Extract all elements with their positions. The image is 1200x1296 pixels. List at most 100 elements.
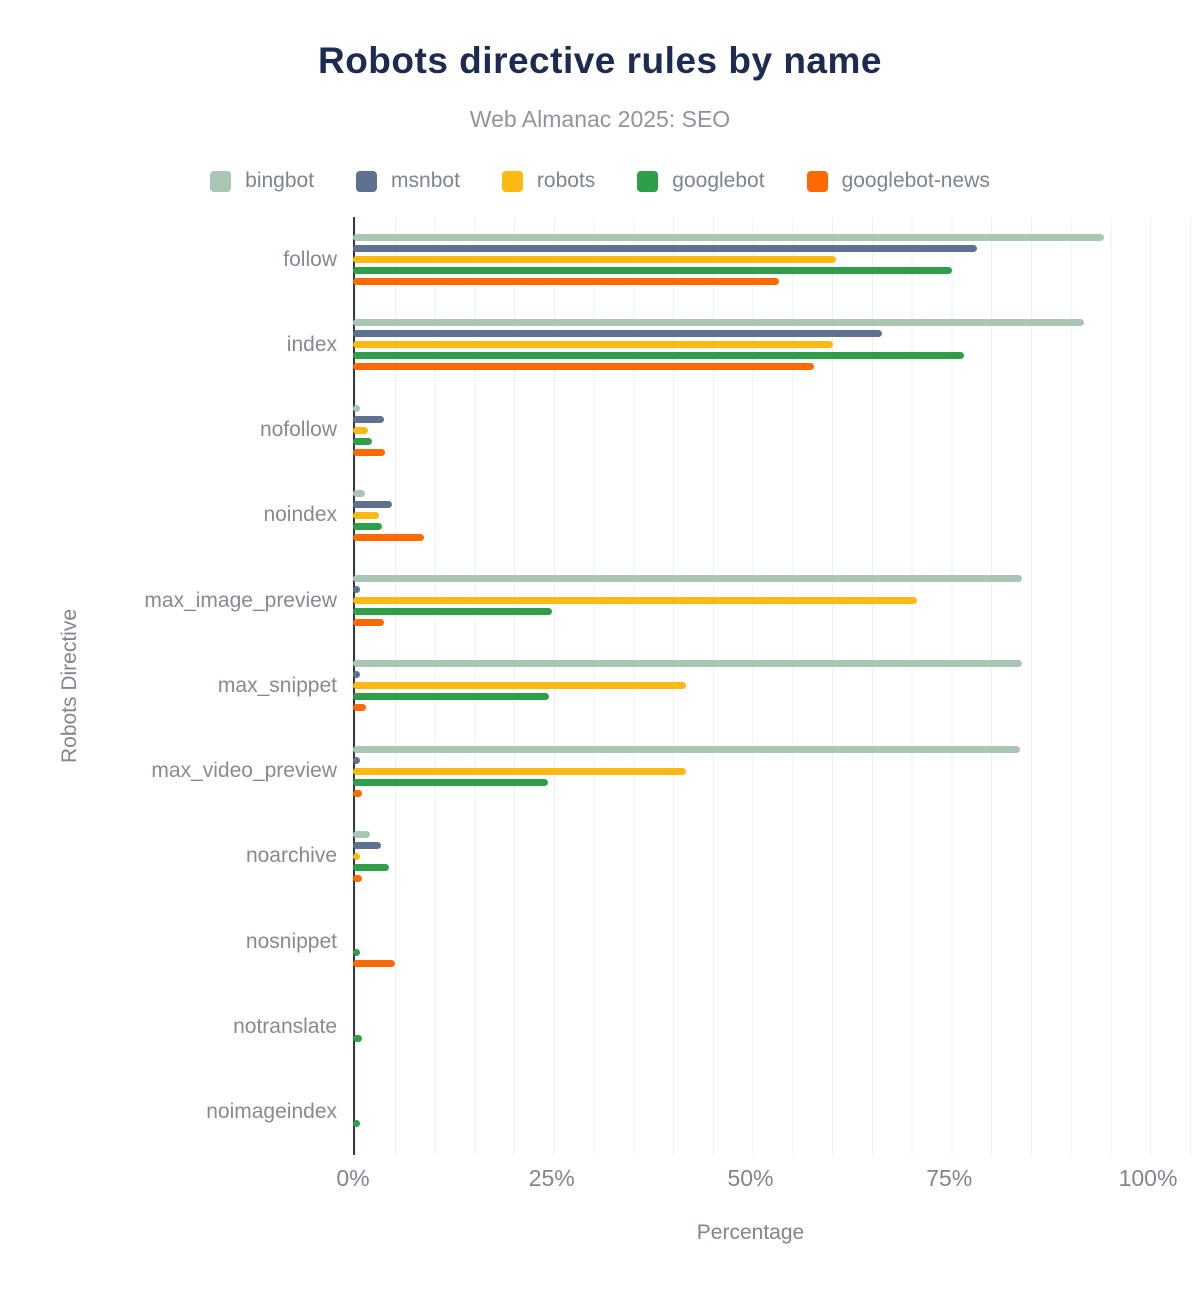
bar-group-max_video_preview: max_video_preview bbox=[0, 729, 1200, 814]
bar-group-max_image_preview: max_image_preview bbox=[0, 558, 1200, 643]
category-label: noindex bbox=[263, 503, 337, 527]
bar-googlebot-news-nosnippet bbox=[353, 960, 396, 968]
bar-bingbot-noindex bbox=[353, 489, 365, 497]
bar-group-follow: follow bbox=[0, 217, 1200, 302]
bar-googlebot-max_video_preview bbox=[353, 778, 548, 786]
bar-group-noimageindex: noimageindex bbox=[0, 1070, 1200, 1155]
bar-robots-noarchive bbox=[353, 852, 360, 860]
chart-container: Robots directive rules by name Web Alman… bbox=[0, 40, 1200, 1244]
bar-bingbot-index bbox=[353, 319, 1085, 327]
bar-bingbot-max_video_preview bbox=[353, 745, 1020, 753]
bar-stack bbox=[353, 388, 1200, 473]
legend-swatch-robots bbox=[501, 170, 523, 192]
bar-stack bbox=[353, 899, 1200, 984]
bar-googlebot-nofollow bbox=[353, 437, 373, 445]
category-label: follow bbox=[283, 247, 337, 271]
bar-googlebot-news-index bbox=[353, 363, 815, 371]
category-label: max_video_preview bbox=[151, 759, 337, 783]
bar-stack bbox=[353, 217, 1200, 302]
chart-title: Robots directive rules by name bbox=[317, 40, 882, 81]
bar-group-nofollow: nofollow bbox=[0, 388, 1200, 473]
x-tick-75: 75% bbox=[926, 1165, 973, 1191]
legend-label: robots bbox=[536, 169, 596, 192]
legend-item-robots[interactable]: robots bbox=[501, 169, 596, 193]
bar-group-max_snippet: max_snippet bbox=[0, 643, 1200, 728]
bar-stack bbox=[353, 814, 1200, 899]
category-label: max_image_preview bbox=[144, 588, 337, 612]
bar-bingbot-max_snippet bbox=[353, 660, 1023, 668]
category-label: max_snippet bbox=[217, 673, 337, 697]
bar-group-noarchive: noarchive bbox=[0, 814, 1200, 899]
legend-label: bingbot bbox=[245, 169, 315, 192]
bar-stack bbox=[353, 558, 1200, 643]
legend-swatch-googlebot bbox=[637, 170, 659, 192]
legend-label: googlebot bbox=[672, 169, 765, 192]
x-axis-ticks: 0% 25% 50% 75% 100% bbox=[0, 1165, 1200, 1197]
category-label: index bbox=[286, 332, 337, 356]
bar-googlebot-noimageindex bbox=[353, 1119, 360, 1127]
bar-msnbot-max_snippet bbox=[353, 671, 360, 679]
bar-msnbot-index bbox=[353, 330, 882, 338]
bar-robots-nofollow bbox=[353, 426, 369, 434]
bar-robots-max_snippet bbox=[353, 682, 687, 690]
bar-group-index: index bbox=[0, 302, 1200, 387]
bar-msnbot-nofollow bbox=[353, 415, 384, 423]
legend-swatch-msnbot bbox=[356, 170, 378, 192]
bar-robots-index bbox=[353, 341, 834, 349]
bar-robots-max_video_preview bbox=[353, 767, 687, 775]
bar-googlebot-news-max_video_preview bbox=[353, 789, 362, 797]
x-axis-title: Percentage bbox=[696, 1221, 805, 1244]
x-tick-0: 0% bbox=[336, 1165, 370, 1191]
bar-bingbot-nofollow bbox=[353, 404, 361, 412]
plot-area: Robots Directive follow index nofollow noin… bbox=[0, 217, 1200, 1155]
bar-googlebot-news-noindex bbox=[353, 533, 424, 541]
bar-robots-max_image_preview bbox=[353, 597, 917, 605]
bar-googlebot-noindex bbox=[353, 522, 383, 530]
bar-bingbot-follow bbox=[353, 234, 1105, 242]
bar-robots-follow bbox=[353, 256, 836, 264]
category-label: nosnippet bbox=[245, 929, 337, 953]
legend-item-googlebot[interactable]: googlebot bbox=[637, 169, 765, 193]
bar-msnbot-max_video_preview bbox=[353, 756, 360, 764]
category-label: notranslate bbox=[233, 1015, 337, 1039]
chart-subtitle: Web Almanac 2025: SEO bbox=[469, 106, 731, 132]
bar-googlebot-news-max_snippet bbox=[353, 704, 366, 712]
bar-stack bbox=[353, 729, 1200, 814]
bar-stack bbox=[353, 984, 1200, 1069]
x-tick-100: 100% bbox=[1118, 1165, 1178, 1191]
bar-googlebot-news-max_image_preview bbox=[353, 619, 384, 627]
bar-googlebot-nosnippet bbox=[353, 949, 360, 957]
legend-swatch-googlebot-news bbox=[806, 170, 828, 192]
bar-googlebot-noarchive bbox=[353, 863, 389, 871]
bar-googlebot-news-follow bbox=[353, 278, 780, 286]
bar-googlebot-max_snippet bbox=[353, 693, 550, 701]
bar-group-noindex: noindex bbox=[0, 473, 1200, 558]
bar-msnbot-noarchive bbox=[353, 841, 381, 849]
bar-msnbot-max_image_preview bbox=[353, 586, 360, 594]
bar-googlebot-notranslate bbox=[353, 1034, 362, 1042]
bar-group-notranslate: notranslate bbox=[0, 984, 1200, 1069]
bar-googlebot-index bbox=[353, 352, 964, 360]
bar-googlebot-news-nofollow bbox=[353, 448, 385, 456]
bar-stack bbox=[353, 473, 1200, 558]
bar-stack bbox=[353, 302, 1200, 387]
bar-stack bbox=[353, 1070, 1200, 1155]
category-label: noimageindex bbox=[206, 1100, 337, 1124]
x-tick-50: 50% bbox=[727, 1165, 774, 1191]
legend: bingbot msnbot robots googlebot googlebot-ne… bbox=[0, 169, 1200, 193]
legend-label: msnbot bbox=[391, 169, 460, 192]
category-label: noarchive bbox=[245, 844, 337, 868]
bar-groups: follow index nofollow noindex max_image_prev… bbox=[0, 217, 1200, 1155]
bar-robots-noindex bbox=[353, 511, 380, 519]
legend-item-googlebot-news[interactable]: googlebot-news bbox=[806, 169, 990, 193]
bar-googlebot-follow bbox=[353, 267, 952, 275]
legend-label: googlebot-news bbox=[841, 169, 990, 192]
legend-item-bingbot[interactable]: bingbot bbox=[210, 169, 314, 193]
bar-msnbot-noindex bbox=[353, 500, 392, 508]
bar-stack bbox=[353, 643, 1200, 728]
legend-item-msnbot[interactable]: msnbot bbox=[356, 169, 460, 193]
bar-group-nosnippet: nosnippet bbox=[0, 899, 1200, 984]
bar-googlebot-max_image_preview bbox=[353, 608, 552, 616]
bar-bingbot-noarchive bbox=[353, 830, 371, 838]
x-tick-25: 25% bbox=[528, 1165, 575, 1191]
